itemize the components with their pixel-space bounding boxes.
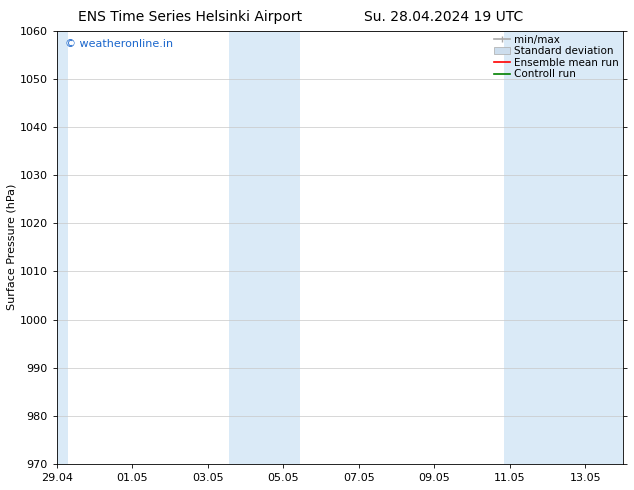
Text: © weatheronline.in: © weatheronline.in: [65, 39, 174, 49]
Text: ENS Time Series Helsinki Airport: ENS Time Series Helsinki Airport: [78, 10, 302, 24]
Bar: [229, 30, 301, 464]
Bar: [504, 30, 624, 464]
Legend: min/max, Standard deviation, Ensemble mean run, Controll run: min/max, Standard deviation, Ensemble me…: [492, 33, 621, 81]
Bar: [55, 30, 68, 464]
Y-axis label: Surface Pressure (hPa): Surface Pressure (hPa): [7, 184, 17, 311]
Text: Su. 28.04.2024 19 UTC: Su. 28.04.2024 19 UTC: [364, 10, 524, 24]
